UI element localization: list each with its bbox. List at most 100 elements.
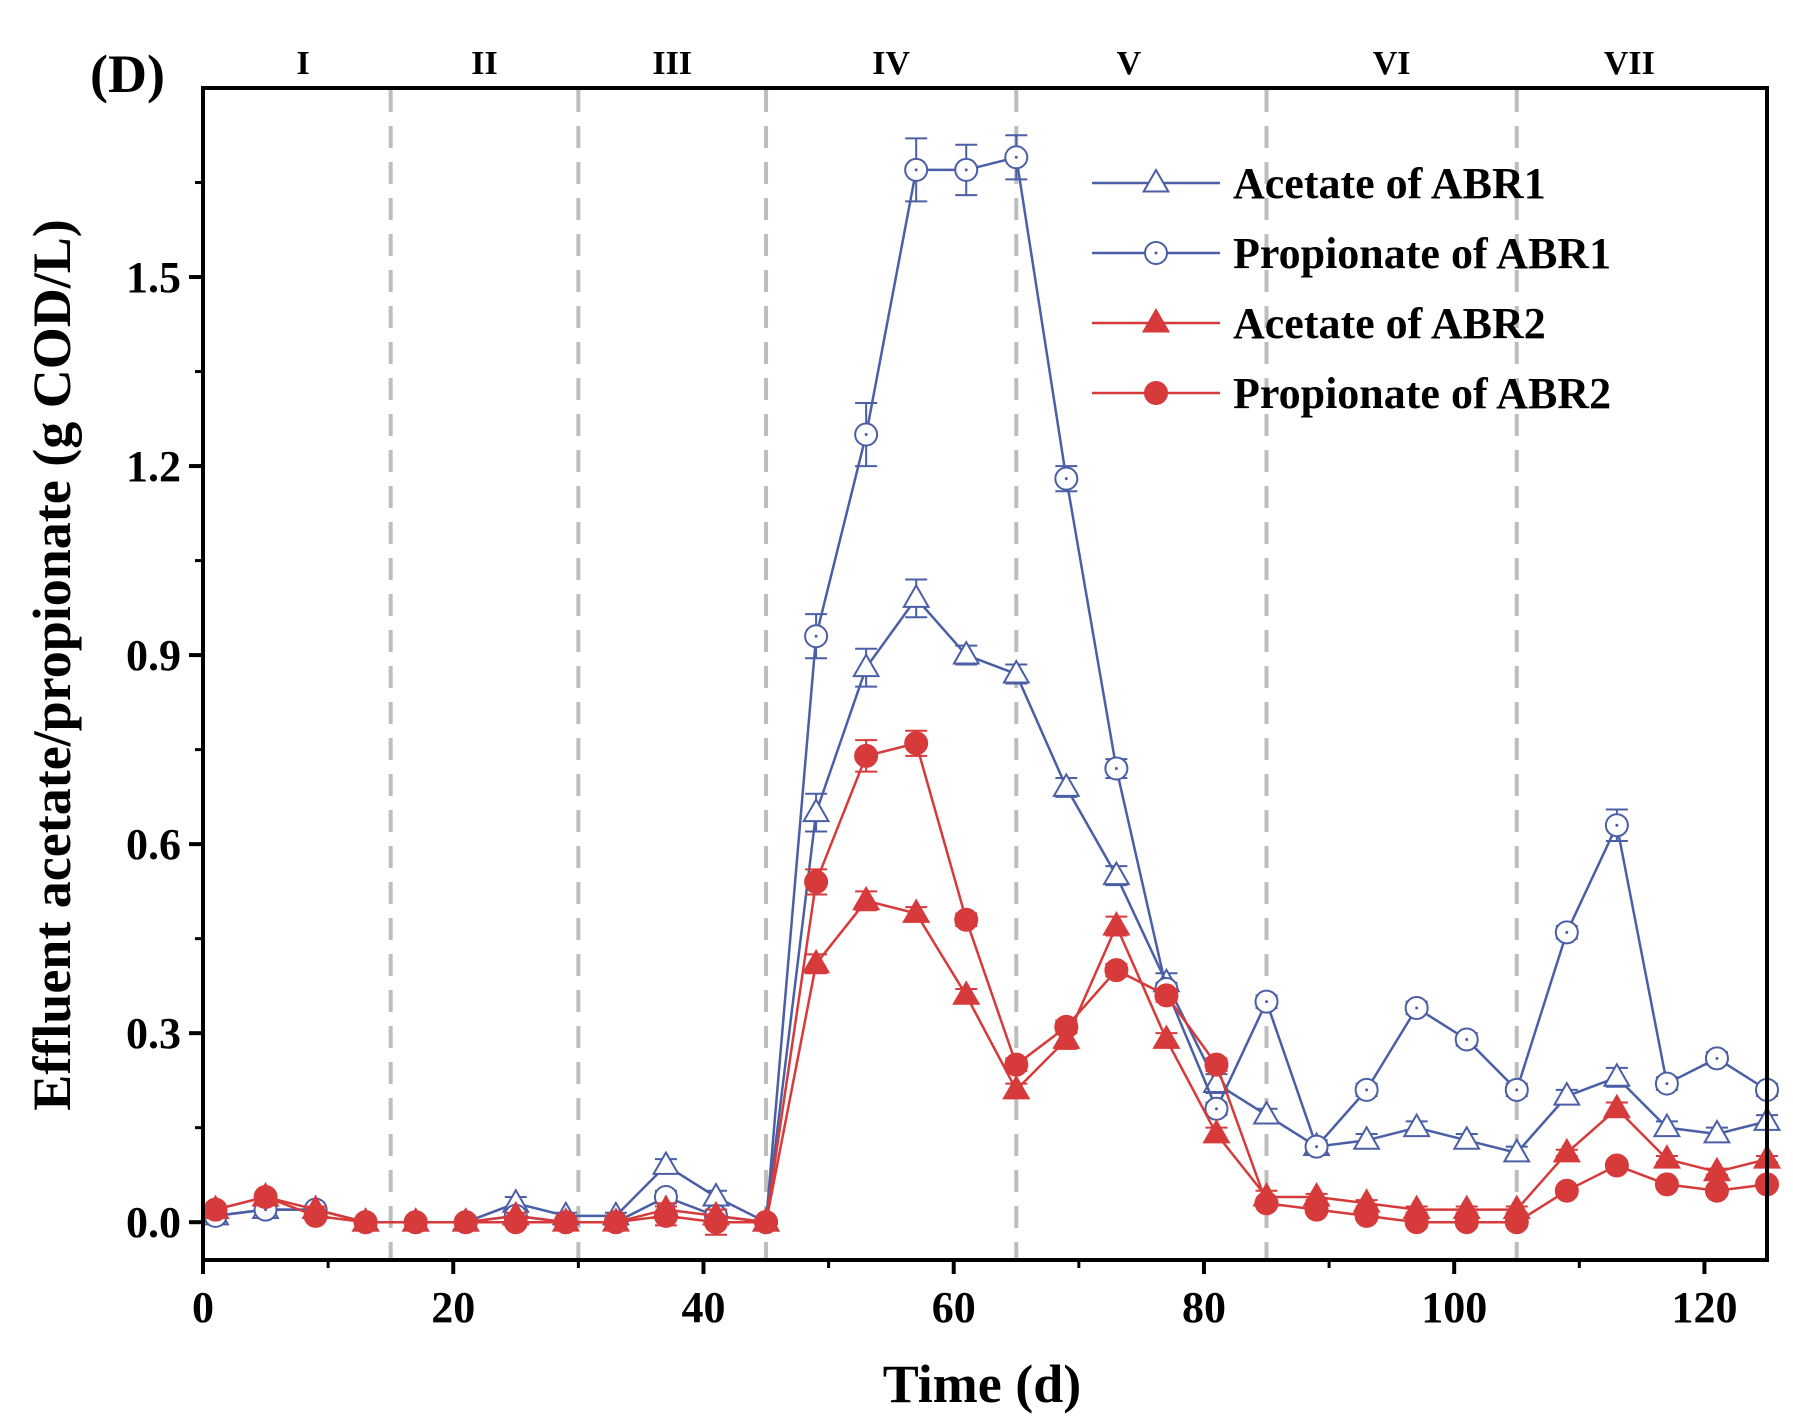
x-tick-label-20: 20 <box>431 1283 475 1332</box>
x-tick-label-40: 40 <box>681 1283 725 1332</box>
data-point <box>1602 1062 1631 1087</box>
data-point-center-dot <box>1515 1088 1519 1092</box>
data-point <box>303 1203 328 1228</box>
legend-label: Acetate of ABR2 <box>1233 299 1546 348</box>
y-tick-label-5: 1.5 <box>126 253 181 302</box>
data-point-center-dot <box>1365 1088 1369 1092</box>
data-point <box>403 1210 428 1235</box>
data-point-center-dot <box>1214 1107 1218 1111</box>
data-point <box>804 869 829 894</box>
data-point <box>1504 1210 1529 1235</box>
phase-label-I: I <box>296 45 309 82</box>
legend-entry-4: Propionate of ABR2 <box>1092 369 1611 418</box>
legend-marker <box>1141 307 1171 333</box>
data-point <box>1102 860 1131 886</box>
data-point <box>1202 1118 1231 1144</box>
series-4 <box>203 729 1779 1236</box>
data-point-center-dot <box>1465 1037 1469 1041</box>
data-point <box>952 980 981 1005</box>
y-tick-label-0: 0.0 <box>126 1198 181 1247</box>
data-point <box>1454 1210 1479 1235</box>
phase-label-VII: VII <box>1604 45 1655 82</box>
data-point-center-dot <box>1415 1006 1419 1010</box>
data-point <box>1602 1093 1631 1119</box>
data-point <box>1404 1210 1429 1235</box>
data-point <box>353 1210 378 1235</box>
series-3 <box>201 885 1782 1232</box>
data-point <box>1054 1014 1079 1039</box>
data-point <box>1052 772 1081 797</box>
data-point <box>902 898 931 923</box>
data-point-center-dot <box>1665 1082 1669 1086</box>
y-tick-label-2: 0.6 <box>126 820 181 869</box>
legend-marker-center-dot <box>1154 251 1158 255</box>
legend-label: Propionate of ABR2 <box>1233 369 1611 418</box>
data-point <box>1004 1052 1029 1077</box>
data-point <box>1552 1081 1581 1106</box>
x-tick-label-120: 120 <box>1671 1283 1737 1332</box>
legend-entry-2: Propionate of ABR1 <box>1092 229 1611 278</box>
legend: Acetate of ABR1 Propionate of ABR1 Acetate… <box>1092 159 1611 418</box>
y-axis: 0.0 0.3 0.6 0.9 1.2 1.5 <box>126 181 203 1247</box>
data-point <box>1002 1074 1031 1100</box>
data-point <box>852 652 881 678</box>
data-point <box>802 948 831 974</box>
data-point <box>453 1210 478 1235</box>
phase-label-III: III <box>652 45 692 82</box>
phase-label-IV: IV <box>872 45 910 82</box>
data-point <box>1152 1024 1181 1049</box>
data-point-center-dot <box>1265 1000 1269 1004</box>
data-point-center-dot <box>1064 477 1068 481</box>
data-point <box>802 797 831 823</box>
data-point <box>1154 983 1179 1008</box>
data-point <box>1204 1052 1229 1077</box>
x-tick-label-0: 0 <box>192 1283 214 1332</box>
data-point <box>1554 1178 1579 1203</box>
data-point <box>553 1210 578 1235</box>
series-line <box>215 741 1768 1224</box>
y-tick-label-4: 1.2 <box>126 442 181 491</box>
data-point <box>503 1210 528 1235</box>
data-point <box>954 907 979 932</box>
data-point <box>1652 1112 1681 1138</box>
data-point <box>854 743 879 768</box>
x-axis: 0 20 40 60 80 100 120 <box>192 1260 1737 1332</box>
data-point <box>1002 658 1031 684</box>
y-axis-title: Effluent acetate/propionate (g COD/L) <box>22 219 82 1110</box>
x-tick-label-100: 100 <box>1421 1283 1487 1332</box>
y-tick-label-3: 0.9 <box>126 631 181 680</box>
data-point-center-dot <box>1715 1056 1719 1060</box>
data-point <box>1502 1137 1531 1163</box>
phase-labels: I II III IV V VI VII <box>296 45 1654 82</box>
legend-label: Acetate of ABR1 <box>1233 159 1546 208</box>
data-point <box>1352 1125 1381 1150</box>
x-tick-label-60: 60 <box>932 1283 976 1332</box>
plot-frame <box>201 86 1769 1262</box>
data-point <box>952 640 981 665</box>
series-line <box>215 899 1768 1224</box>
legend-label: Propionate of ABR1 <box>1233 229 1611 278</box>
legend-entry-3: Acetate of ABR2 <box>1092 299 1546 348</box>
series-layer <box>201 134 1782 1236</box>
data-point <box>603 1210 628 1235</box>
data-point <box>1354 1203 1379 1228</box>
data-point <box>1702 1118 1732 1144</box>
data-point <box>653 1203 678 1228</box>
data-point <box>1452 1125 1481 1150</box>
data-point <box>1304 1197 1329 1222</box>
data-point <box>754 1210 779 1235</box>
legend-marker <box>1141 167 1171 193</box>
legend-entry-1: Acetate of ABR1 <box>1092 159 1546 208</box>
data-point <box>703 1210 728 1235</box>
data-point <box>902 583 931 608</box>
data-point-center-dot <box>1565 930 1569 934</box>
data-point <box>1102 911 1131 936</box>
data-point <box>852 885 881 911</box>
data-point-center-dot <box>1014 155 1018 159</box>
series-1 <box>201 578 1782 1232</box>
panel-label: (D) <box>90 44 165 104</box>
data-point-center-dot <box>964 168 968 172</box>
data-point <box>1402 1112 1431 1138</box>
data-point <box>651 1150 681 1175</box>
